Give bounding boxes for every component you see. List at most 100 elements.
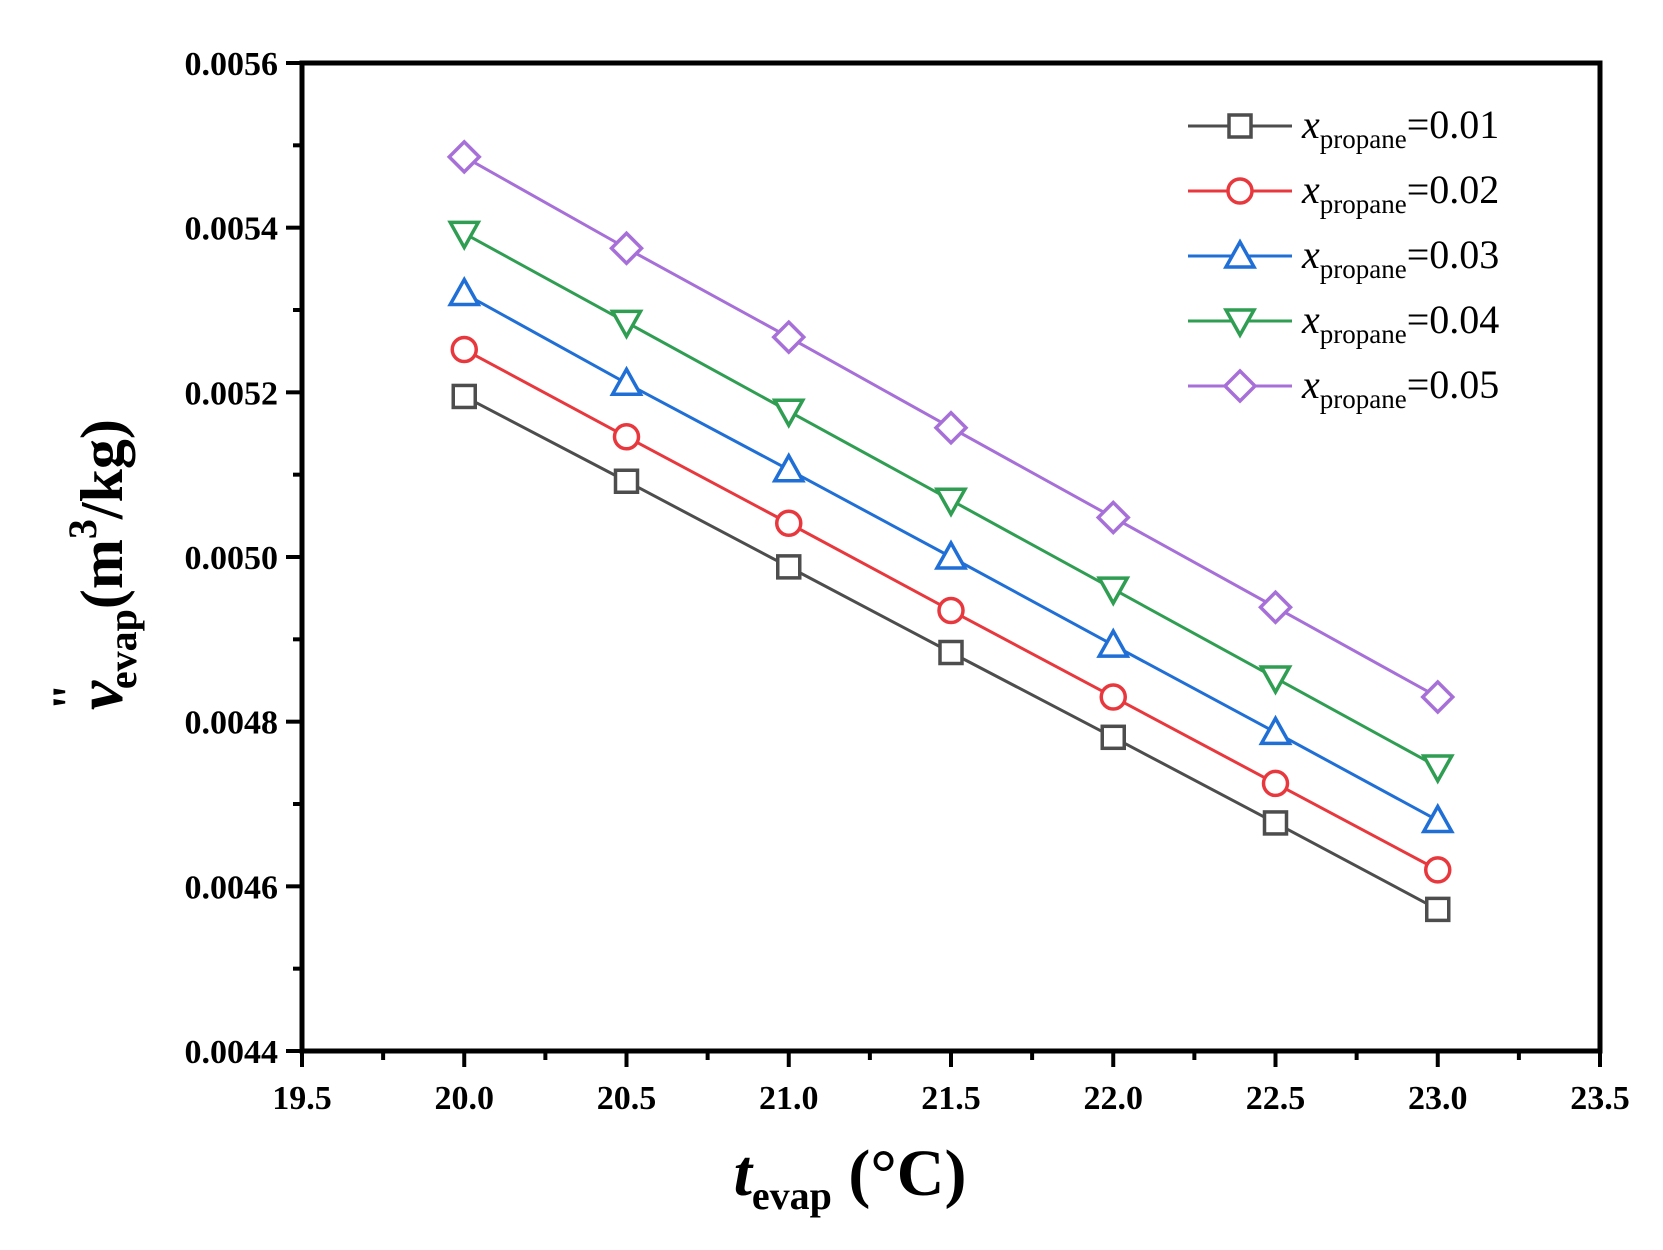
legend-label-main: x xyxy=(1301,362,1320,407)
x-tick-label: 20.5 xyxy=(597,1080,657,1117)
legend-label-sub: propane xyxy=(1320,254,1407,284)
x-tick-label: 23.0 xyxy=(1408,1080,1468,1117)
data-point xyxy=(450,335,478,364)
legend-label: xpropane=0.04 xyxy=(1301,297,1499,349)
legend-marker xyxy=(1227,113,1253,139)
x-tick-label: 23.5 xyxy=(1570,1080,1630,1117)
legend-item-4: xpropane=0.04 xyxy=(1188,297,1499,349)
y-axis-label-sub: evap xyxy=(100,609,145,689)
y-axis-label-unit-post: /kg) xyxy=(69,419,135,520)
data-point xyxy=(609,365,644,397)
legend-label: xpropane=0.03 xyxy=(1301,232,1499,284)
y-axis-label-prime: " xyxy=(41,683,97,711)
data-point xyxy=(1258,714,1293,746)
y-tick-label: 0.0048 xyxy=(185,705,279,742)
x-axis-label-sub: evap xyxy=(752,1173,832,1218)
data-point xyxy=(933,410,969,446)
data-point xyxy=(776,554,802,580)
legend-label-sub: propane xyxy=(1320,384,1407,414)
legend-item-3: xpropane=0.03 xyxy=(1188,232,1499,284)
data-point xyxy=(446,139,482,175)
data-point xyxy=(937,596,965,625)
x-axis-label: tevap (°C) xyxy=(734,1137,967,1218)
data-point xyxy=(771,319,807,355)
data-point xyxy=(609,230,644,266)
legend-label: xpropane=0.05 xyxy=(1301,362,1499,414)
y-axis-label-unit-pre: (m xyxy=(69,539,135,609)
x-tick-label: 19.5 xyxy=(272,1080,332,1117)
x-axis-label-main: t xyxy=(734,1137,754,1210)
data-point xyxy=(613,468,640,495)
data-point xyxy=(771,452,806,483)
x-tick-label: 21.5 xyxy=(921,1080,981,1117)
legend-label-value: =0.03 xyxy=(1407,232,1500,277)
data-point xyxy=(934,487,968,518)
series-5 xyxy=(446,139,1456,715)
legend-item-1: xpropane=0.01 xyxy=(1188,102,1499,154)
legend-marker xyxy=(1222,368,1258,404)
legend-item-5: xpropane=0.05 xyxy=(1188,362,1499,414)
data-point xyxy=(1099,683,1127,711)
y-tick-label: 0.0054 xyxy=(185,211,279,248)
legend-label-value: =0.05 xyxy=(1407,362,1500,407)
x-tick-label: 21.0 xyxy=(759,1080,819,1117)
legend-marker xyxy=(1226,177,1254,205)
legend: xpropane=0.01xpropane=0.02xpropane=0.03x… xyxy=(1188,102,1499,414)
legend-label-sub: propane xyxy=(1320,189,1407,219)
data-point xyxy=(1095,500,1131,535)
data-point xyxy=(451,383,477,410)
data-point xyxy=(1100,724,1126,751)
legend-label-main: x xyxy=(1301,102,1320,147)
y-axis-label: v"evap(m3/kg) xyxy=(41,419,145,711)
x-axis: 19.5 20.0 20.5 21.0 21.5 22.0 22.5 23.0 23.5 xyxy=(272,1051,1630,1117)
data-point xyxy=(934,539,968,570)
y-axis-label-main: v xyxy=(64,680,137,710)
series-4 xyxy=(447,220,1455,785)
legend-label-sub: propane xyxy=(1320,124,1407,154)
legend-marker xyxy=(1223,308,1257,339)
data-point xyxy=(1425,896,1451,923)
legend-label-value: =0.04 xyxy=(1407,297,1500,342)
data-point xyxy=(447,275,482,307)
data-point xyxy=(1420,802,1455,834)
y-tick-label: 0.0052 xyxy=(185,375,279,412)
data-point xyxy=(1262,810,1289,836)
y-tick-label: 0.0050 xyxy=(185,540,279,577)
legend-label-value: =0.02 xyxy=(1407,167,1500,212)
x-axis-label-unit: (°C) xyxy=(832,1137,967,1210)
legend-label-sub: propane xyxy=(1320,319,1407,349)
y-tick-label: 0.0056 xyxy=(185,46,279,83)
series-2 xyxy=(450,335,1452,884)
data-point xyxy=(609,309,644,340)
legend-item-2: xpropane=0.02 xyxy=(1188,167,1499,219)
data-point xyxy=(771,398,806,429)
data-point xyxy=(1424,856,1452,884)
y-tick-label: 0.0046 xyxy=(185,869,279,906)
series-1 xyxy=(451,383,1451,923)
legend-label-main: x xyxy=(1301,167,1320,212)
y-tick-label: 0.0044 xyxy=(185,1034,279,1071)
data-point xyxy=(1258,589,1293,625)
x-tick-label: 22.5 xyxy=(1246,1080,1306,1117)
series-3 xyxy=(447,275,1455,834)
legend-label: xpropane=0.01 xyxy=(1301,102,1499,154)
data-point xyxy=(1096,576,1131,607)
legend-label-main: x xyxy=(1301,297,1320,342)
legend-label: xpropane=0.02 xyxy=(1301,167,1499,219)
data-point xyxy=(1261,769,1290,798)
y-axis: 0.0044 0.0046 0.0048 0.0050 0.0052 0.0054 0.00… xyxy=(185,46,302,1071)
data-point xyxy=(1420,754,1455,785)
legend-marker xyxy=(1223,238,1257,269)
data-point xyxy=(1420,679,1456,715)
data-point xyxy=(1258,665,1293,696)
data-point xyxy=(938,639,964,666)
data-point xyxy=(612,423,641,451)
legend-label-main: x xyxy=(1301,232,1320,277)
data-point xyxy=(1096,627,1131,658)
x-tick-label: 22.0 xyxy=(1084,1080,1144,1117)
legend-label-value: =0.01 xyxy=(1407,102,1500,147)
x-tick-label: 20.0 xyxy=(435,1080,495,1117)
data-point xyxy=(775,509,803,537)
data-point xyxy=(447,220,482,252)
